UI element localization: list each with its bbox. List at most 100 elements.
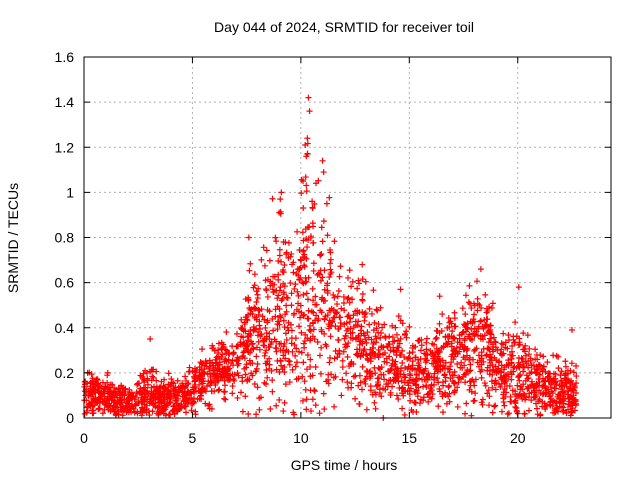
data-point — [352, 318, 359, 325]
data-point — [243, 313, 250, 320]
data-point — [515, 374, 522, 381]
data-point — [117, 389, 124, 396]
data-point — [530, 384, 537, 391]
data-point — [491, 403, 498, 410]
data-point — [310, 260, 317, 267]
data-point — [400, 392, 407, 399]
data-point — [391, 338, 398, 345]
data-point — [106, 384, 113, 391]
data-point — [239, 325, 246, 332]
data-point — [374, 352, 381, 359]
data-point — [349, 329, 356, 336]
data-point — [298, 190, 305, 197]
data-point — [285, 357, 292, 364]
data-point — [120, 407, 127, 414]
data-point — [282, 330, 289, 337]
data-point — [138, 389, 145, 396]
data-point — [300, 291, 307, 298]
data-point — [439, 311, 446, 318]
data-point — [450, 347, 457, 354]
data-point — [319, 274, 326, 281]
x-tick-label: 15 — [402, 430, 418, 446]
data-point — [508, 376, 515, 383]
data-point — [303, 188, 310, 195]
data-point — [300, 205, 307, 212]
data-point — [397, 370, 404, 377]
data-point — [275, 292, 282, 299]
data-point — [241, 321, 248, 328]
data-point — [500, 330, 507, 337]
data-point — [489, 300, 496, 307]
data-point — [276, 246, 283, 253]
data-point — [165, 370, 172, 377]
data-point — [356, 341, 363, 348]
data-point — [255, 306, 262, 313]
data-point — [572, 398, 579, 405]
data-point — [482, 291, 489, 298]
data-point — [185, 380, 192, 387]
data-point — [283, 302, 290, 309]
data-point — [239, 353, 246, 360]
data-point — [254, 332, 261, 339]
data-point — [275, 318, 282, 325]
data-point — [196, 366, 203, 373]
data-point — [454, 350, 461, 357]
data-point — [190, 386, 197, 393]
data-point — [372, 333, 379, 340]
data-point — [304, 244, 311, 251]
data-point — [340, 348, 347, 355]
data-point — [128, 395, 135, 402]
data-point — [366, 321, 373, 328]
data-point — [569, 381, 576, 388]
data-point — [541, 400, 548, 407]
data-point — [160, 405, 167, 412]
data-point — [234, 354, 241, 361]
data-point — [502, 339, 509, 346]
data-point — [300, 312, 307, 319]
data-point — [406, 370, 413, 377]
data-point — [132, 401, 139, 408]
data-point — [401, 354, 408, 361]
data-point — [371, 399, 378, 406]
data-point — [510, 368, 517, 375]
data-point — [472, 390, 479, 397]
data-point — [379, 351, 386, 358]
data-point — [492, 344, 499, 351]
data-point — [298, 309, 305, 316]
data-point — [302, 141, 309, 148]
data-point — [469, 376, 476, 383]
data-point — [278, 258, 285, 265]
data-point — [221, 365, 228, 372]
data-point — [293, 345, 300, 352]
data-point — [147, 336, 154, 343]
data-point — [269, 377, 276, 384]
data-point — [261, 262, 268, 269]
data-point — [92, 383, 99, 390]
data-point — [317, 277, 324, 284]
data-point — [264, 306, 271, 313]
data-point — [305, 307, 312, 314]
data-point — [89, 375, 96, 382]
y-tick-label: 1 — [66, 184, 74, 200]
data-point — [289, 366, 296, 373]
data-point — [392, 324, 399, 331]
data-point — [306, 326, 313, 333]
data-point — [540, 353, 547, 360]
data-point — [451, 353, 458, 360]
data-point — [119, 385, 126, 392]
data-point — [318, 309, 325, 316]
data-point — [477, 332, 484, 339]
data-point — [269, 280, 276, 287]
data-point — [299, 397, 306, 404]
data-point — [379, 324, 386, 331]
data-point — [417, 347, 424, 354]
data-point — [344, 353, 351, 360]
data-point — [463, 324, 470, 331]
data-point — [431, 357, 438, 364]
data-point — [304, 150, 311, 157]
data-point — [462, 379, 469, 386]
data-point — [187, 389, 194, 396]
data-point — [361, 317, 368, 324]
data-point — [506, 383, 513, 390]
data-point — [526, 390, 533, 397]
